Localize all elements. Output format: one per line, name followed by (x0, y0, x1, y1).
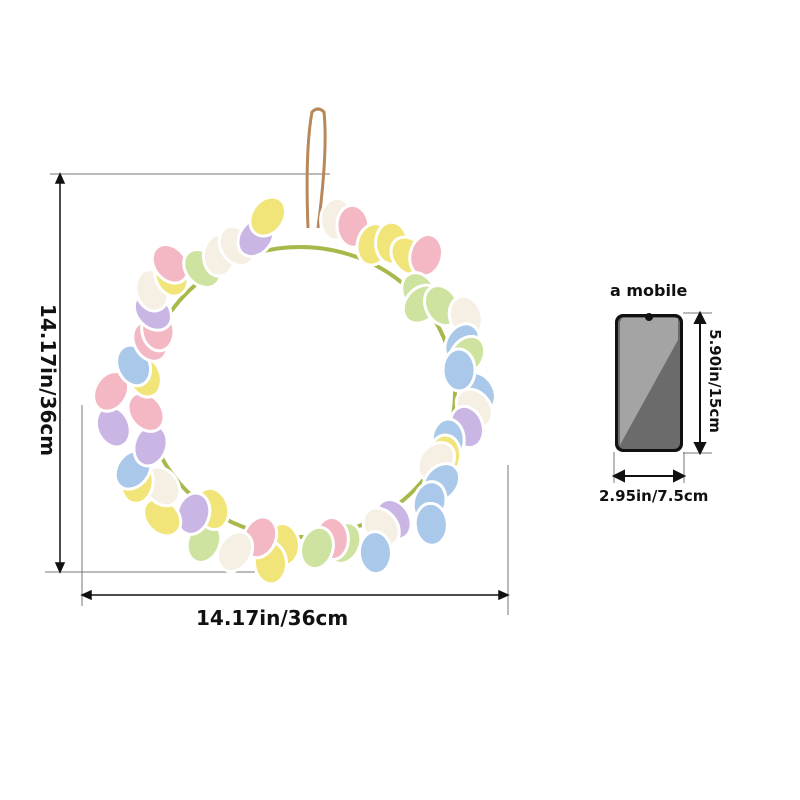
wreath-dimension-lines (45, 173, 509, 615)
easter-egg (299, 525, 335, 571)
wreath-height-arrow (54, 172, 66, 574)
hanger-loop (305, 107, 327, 229)
mobile-arrows (611, 310, 707, 483)
wreath-height-label: 14.17in/36cm (36, 303, 60, 457)
easter-egg (441, 347, 477, 393)
easter-egg (126, 391, 166, 433)
easter-egg (142, 496, 183, 538)
mobile-title: a mobile (610, 281, 688, 300)
easter-egg (248, 195, 288, 238)
mobile-width-label: 2.95in/7.5cm (599, 487, 709, 505)
easter-egg (413, 501, 449, 547)
easter-egg (150, 243, 190, 285)
wreath-width-arrow (80, 589, 510, 601)
mobile-phone (615, 313, 683, 452)
easter-egg (357, 530, 393, 576)
wreath-width-label: 14.17in/36cm (196, 606, 349, 630)
mobile-height-label: 5.90in/15cm (706, 329, 724, 433)
egg-wreath (92, 195, 497, 586)
mobile-dimension-lines (613, 312, 712, 483)
